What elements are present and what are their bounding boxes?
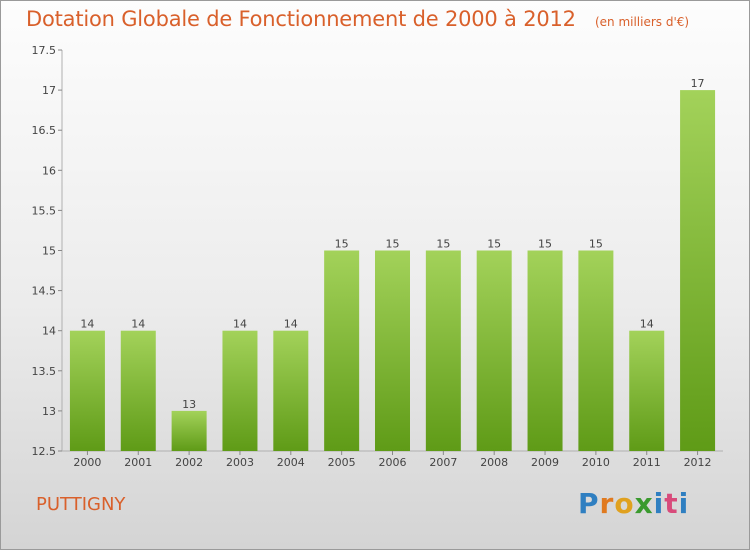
bar — [680, 90, 716, 451]
y-tick-label: 17.5 — [32, 44, 57, 57]
bar — [222, 330, 258, 451]
bar-value-label: 14 — [131, 318, 145, 331]
x-tick-label: 2006 — [379, 456, 407, 469]
place-name: PUTTIGNY — [36, 494, 126, 515]
proxiti-logo: Proxiti — [578, 487, 690, 520]
bar — [69, 330, 105, 451]
bar-value-label: 15 — [589, 238, 603, 251]
bar — [120, 330, 156, 451]
bar-value-label: 15 — [487, 238, 501, 251]
y-tick-label: 14 — [42, 325, 56, 338]
bar-value-label: 15 — [335, 238, 349, 251]
bar-value-label: 17 — [691, 77, 705, 90]
y-tick-label: 14.5 — [32, 285, 57, 298]
y-tick-label: 13.5 — [32, 365, 57, 378]
bar-value-label: 15 — [386, 238, 400, 251]
y-tick-label: 16 — [42, 164, 56, 177]
x-tick-label: 2001 — [124, 456, 152, 469]
chart-subtitle: (en milliers d'€) — [594, 15, 690, 29]
x-tick-label: 2000 — [73, 456, 101, 469]
bar — [578, 250, 614, 451]
chart-title: Dotation Globale de Fonctionnement de 20… — [26, 7, 576, 31]
bar — [425, 250, 461, 451]
y-tick-label: 17 — [42, 84, 56, 97]
bar — [629, 330, 665, 451]
bar — [476, 250, 512, 451]
title-row: Dotation Globale de Fonctionnement de 20… — [26, 7, 689, 31]
bar — [171, 410, 207, 451]
x-tick-label: 2009 — [531, 456, 559, 469]
x-tick-label: 2002 — [175, 456, 203, 469]
bar — [375, 250, 410, 451]
x-tick-label: 2004 — [277, 456, 305, 469]
bar — [527, 250, 563, 451]
bar-value-label: 15 — [538, 238, 552, 251]
x-tick-label: 2008 — [480, 456, 508, 469]
x-tick-label: 2007 — [429, 456, 457, 469]
bar — [273, 330, 309, 451]
bar-value-label: 14 — [640, 318, 654, 331]
bar-value-label: 14 — [233, 318, 247, 331]
bar-value-label: 14 — [284, 318, 298, 331]
y-tick-label: 15 — [42, 245, 56, 258]
x-tick-label: 2012 — [684, 456, 712, 469]
y-tick-label: 13 — [42, 405, 56, 418]
bar-value-label: 13 — [182, 398, 196, 411]
bar-value-label: 15 — [436, 238, 450, 251]
x-tick-label: 2011 — [633, 456, 661, 469]
bar — [324, 250, 360, 451]
y-tick-label: 16.5 — [32, 124, 57, 137]
x-tick-label: 2005 — [328, 456, 356, 469]
y-tick-label: 12.5 — [32, 445, 57, 458]
bar-value-label: 14 — [80, 318, 94, 331]
y-tick-label: 15.5 — [32, 204, 57, 217]
x-tick-label: 2010 — [582, 456, 610, 469]
x-tick-label: 2003 — [226, 456, 254, 469]
